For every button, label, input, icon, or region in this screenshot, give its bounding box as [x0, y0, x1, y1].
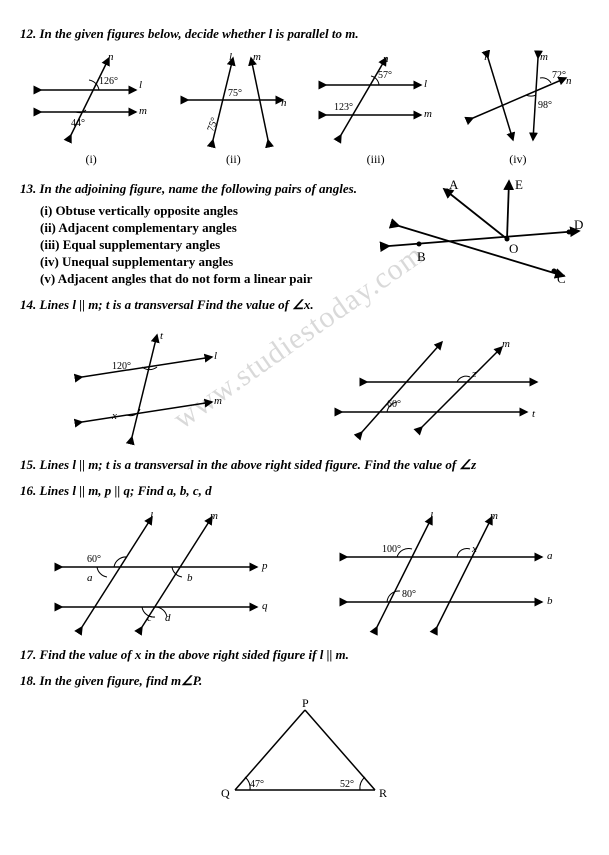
svg-text:60°: 60° — [387, 399, 401, 410]
svg-text:80°: 80° — [402, 589, 416, 600]
svg-text:q: q — [262, 600, 268, 612]
svg-text:60°: 60° — [87, 554, 101, 565]
q12-text: 12. In the given figures below, decide w… — [20, 26, 589, 42]
svg-text:b: b — [547, 595, 553, 607]
svg-text:t: t — [532, 408, 536, 420]
svg-text:b: b — [187, 572, 193, 584]
svg-text:c: c — [147, 612, 152, 624]
svg-text:m: m — [540, 51, 548, 63]
svg-text:l: l — [484, 51, 487, 63]
svg-text:P: P — [302, 696, 309, 710]
svg-text:z: z — [471, 368, 477, 380]
svg-text:120°: 120° — [112, 361, 131, 372]
svg-text:l: l — [430, 510, 433, 522]
q16-fig-right: l m a b 100° 80° x — [332, 507, 562, 637]
q14-fig-right: m t 60° z — [327, 327, 547, 447]
svg-text:t: t — [160, 330, 164, 342]
svg-text:l: l — [150, 510, 153, 522]
svg-text:B: B — [417, 249, 426, 264]
q12-fig-i: n l m 126° 44° — [31, 50, 151, 150]
svg-text:m: m — [139, 105, 147, 117]
svg-text:n: n — [383, 53, 389, 65]
q12-fig-iv: l m n 72° 98° — [458, 50, 578, 150]
q15-text: 15. Lines l || m; t is a transversal in … — [20, 457, 589, 473]
svg-text:n: n — [108, 51, 114, 63]
svg-text:C: C — [557, 271, 566, 286]
svg-text:n: n — [566, 75, 572, 87]
q13-text: 13. In the adjoining figure, name the fo… — [20, 181, 367, 197]
svg-text:52°: 52° — [340, 779, 354, 790]
q12-iv-cap: (iv) — [458, 152, 578, 167]
svg-text:m: m — [214, 395, 222, 407]
svg-text:m: m — [424, 108, 432, 120]
q12-iv-98: 98° — [538, 100, 552, 111]
svg-text:n: n — [281, 97, 287, 109]
svg-text:E: E — [515, 177, 523, 192]
q16-text: 16. Lines l || m, p || q; Find a, b, c, … — [20, 483, 589, 499]
svg-text:Q: Q — [221, 786, 230, 800]
q12-fig-iii: n l m 57° 123° — [316, 50, 436, 150]
svg-text:l: l — [424, 78, 427, 90]
q16-fig-left: l m p q 60° a b c d — [47, 507, 277, 637]
svg-text:l: l — [229, 51, 232, 63]
svg-text:m: m — [210, 510, 218, 522]
svg-text:D: D — [574, 217, 583, 232]
q12-fig-ii: l m n 75° 75° — [173, 50, 293, 150]
svg-text:l: l — [214, 350, 217, 362]
q12-ii-cap: (ii) — [173, 152, 293, 167]
svg-text:A: A — [449, 177, 459, 192]
q12-i-cap: (i) — [31, 152, 151, 167]
q13-figure: A B C D E O — [379, 171, 589, 291]
svg-text:100°: 100° — [382, 544, 401, 555]
svg-text:a: a — [547, 550, 553, 562]
svg-text:p: p — [261, 560, 268, 572]
q12-iii-57: 57° — [378, 70, 392, 81]
svg-text:m: m — [502, 338, 510, 350]
q13-subs: (i) Obtuse vertically opposite angles (i… — [40, 203, 367, 287]
q12-iii-cap: (iii) — [316, 152, 436, 167]
q18-figure: P Q R 47° 52° — [195, 695, 415, 805]
q17-text: 17. Find the value of x in the above rig… — [20, 647, 589, 663]
svg-text:R: R — [379, 786, 387, 800]
q14-text: 14. Lines l || m; t is a transversal Fin… — [20, 297, 367, 313]
svg-text:O: O — [509, 241, 518, 256]
svg-text:x: x — [471, 543, 477, 555]
q12-iii-123: 123° — [334, 102, 353, 113]
svg-text:m: m — [490, 510, 498, 522]
svg-text:a: a — [87, 572, 93, 584]
q12-i-44: 44° — [71, 118, 85, 129]
q12-ii-75a: 75° — [228, 88, 242, 99]
svg-text:m: m — [253, 51, 261, 63]
q12-i-126: 126° — [99, 76, 118, 87]
q18-text: 18. In the given figure, find m∠P. — [20, 673, 589, 689]
q14-fig-left: t l m 120° x — [62, 327, 242, 447]
svg-text:47°: 47° — [250, 779, 264, 790]
svg-text:l: l — [139, 79, 142, 91]
svg-text:x: x — [111, 410, 117, 422]
q12-iv-72: 72° — [552, 70, 566, 81]
